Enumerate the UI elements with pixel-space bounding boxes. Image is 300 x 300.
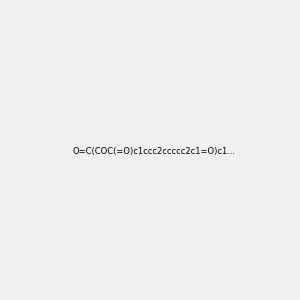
Text: O=C(COC(=O)c1ccc2ccccc2c1=O)c1...: O=C(COC(=O)c1ccc2ccccc2c1=O)c1... [72, 147, 235, 156]
